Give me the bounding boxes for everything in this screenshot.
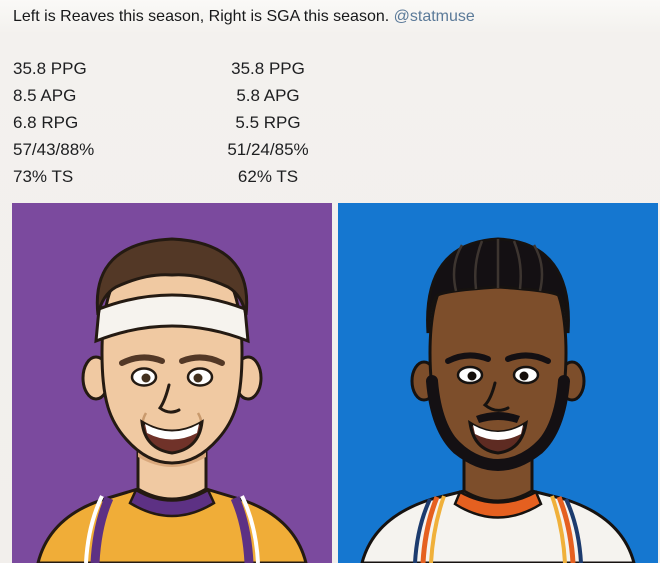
post-title-text: Left is Reaves this season, Right is SGA… xyxy=(13,8,390,25)
stat-line-right-splits: 51/24/85% xyxy=(227,140,309,159)
stat-line-right-ppg: 35.8 PPG xyxy=(231,59,305,78)
sga-beard xyxy=(426,375,570,472)
sga-braid-lines xyxy=(452,239,544,292)
stat-line-left-rpg: 6.8 RPG xyxy=(13,113,79,132)
stat-line-right-apg: 5.8 APG xyxy=(236,86,300,105)
sga-illustration[interactable] xyxy=(338,203,658,563)
sga-face-features xyxy=(445,352,551,455)
stat-line-right-rpg: 5.5 RPG xyxy=(235,113,301,132)
post-title: Left is Reaves this season, Right is SGA… xyxy=(13,7,475,27)
stat-line-left-ppg: 35.8 PPG xyxy=(13,59,87,78)
reaves-body xyxy=(36,431,308,563)
stat-line-right-ts: 62% TS xyxy=(237,167,299,186)
reaves-illustration[interactable] xyxy=(12,203,332,563)
reaves-face-features xyxy=(119,354,225,455)
stat-line-left-apg: 8.5 APG xyxy=(13,86,77,105)
reaves-cartoon xyxy=(12,203,332,563)
reaves-head xyxy=(81,237,263,465)
stat-line-left-splits: 57/43/88% xyxy=(13,140,95,159)
statmuse-mention-link[interactable]: @statmuse xyxy=(393,8,475,25)
reaves-hair xyxy=(95,237,249,316)
sga-cartoon xyxy=(338,203,658,563)
stat-line-left-ts: 73% TS xyxy=(13,167,74,186)
stats-right-column: 35.8 PPG 5.8 APG 5.5 RPG 51/24/85% 62% T… xyxy=(198,55,338,190)
reaves-headband xyxy=(94,293,250,344)
player-images-row xyxy=(0,203,660,563)
stats-left-column: 35.8 PPG 8.5 APG 6.8 RPG 57/43/88% 73% T… xyxy=(13,55,94,190)
sga-head xyxy=(410,237,586,472)
